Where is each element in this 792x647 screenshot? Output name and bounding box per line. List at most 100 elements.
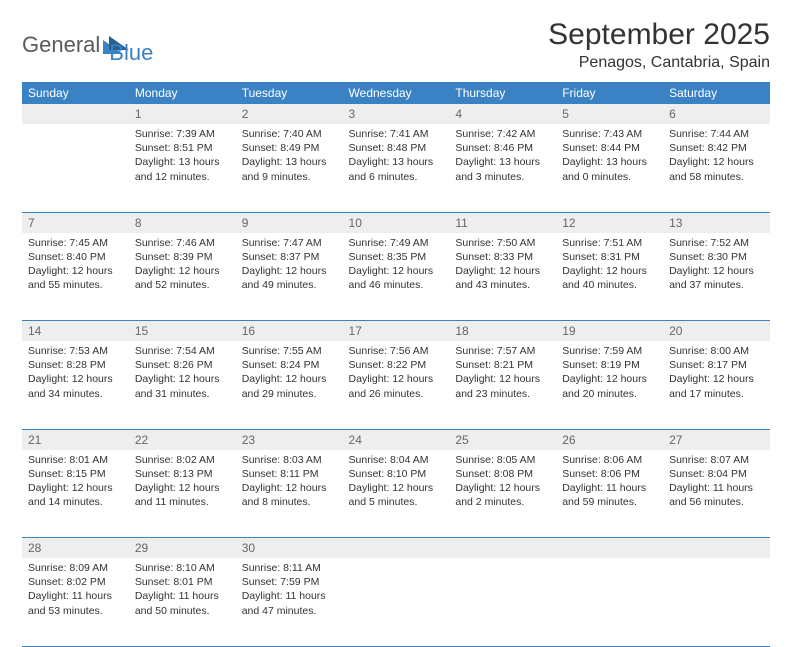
sunrise-text: Sunrise: 8:02 AM xyxy=(135,453,230,467)
day-number: 13 xyxy=(663,212,770,233)
daylight-text: Daylight: 12 hours and 23 minutes. xyxy=(455,372,550,400)
weekday-header: Sunday xyxy=(22,82,129,104)
day-cell: Sunrise: 8:01 AMSunset: 8:15 PMDaylight:… xyxy=(22,450,129,538)
sunrise-text: Sunrise: 7:54 AM xyxy=(135,344,230,358)
sunset-text: Sunset: 8:19 PM xyxy=(562,358,657,372)
sunrise-text: Sunrise: 8:10 AM xyxy=(135,561,230,575)
day-cell-body: Sunrise: 7:53 AMSunset: 8:28 PMDaylight:… xyxy=(22,341,129,407)
day-cell: Sunrise: 8:11 AMSunset: 7:59 PMDaylight:… xyxy=(236,558,343,646)
sunset-text: Sunset: 8:22 PM xyxy=(349,358,444,372)
day-number xyxy=(22,104,129,124)
weekday-header-row: Sunday Monday Tuesday Wednesday Thursday… xyxy=(22,82,770,104)
day-number: 21 xyxy=(22,429,129,450)
sunset-text: Sunset: 8:37 PM xyxy=(242,250,337,264)
day-number xyxy=(343,538,450,559)
day-cell: Sunrise: 8:04 AMSunset: 8:10 PMDaylight:… xyxy=(343,450,450,538)
logo: General Blue xyxy=(22,18,153,66)
sunset-text: Sunset: 7:59 PM xyxy=(242,575,337,589)
daynum-row: 282930 xyxy=(22,538,770,559)
day-cell: Sunrise: 7:47 AMSunset: 8:37 PMDaylight:… xyxy=(236,233,343,321)
sunrise-text: Sunrise: 7:52 AM xyxy=(669,236,764,250)
sunrise-text: Sunrise: 7:50 AM xyxy=(455,236,550,250)
day-cell: Sunrise: 7:46 AMSunset: 8:39 PMDaylight:… xyxy=(129,233,236,321)
day-cell-body: Sunrise: 7:47 AMSunset: 8:37 PMDaylight:… xyxy=(236,233,343,299)
page-header: General Blue September 2025 Penagos, Can… xyxy=(22,18,770,72)
day-number: 2 xyxy=(236,104,343,124)
daylight-text: Daylight: 13 hours and 3 minutes. xyxy=(455,155,550,183)
day-number: 27 xyxy=(663,429,770,450)
logo-text-blue: Blue xyxy=(109,24,153,66)
day-number: 23 xyxy=(236,429,343,450)
sunrise-text: Sunrise: 7:56 AM xyxy=(349,344,444,358)
day-cell-body: Sunrise: 7:41 AMSunset: 8:48 PMDaylight:… xyxy=(343,124,450,190)
day-cell-body: Sunrise: 8:06 AMSunset: 8:06 PMDaylight:… xyxy=(556,450,663,516)
day-cell: Sunrise: 8:07 AMSunset: 8:04 PMDaylight:… xyxy=(663,450,770,538)
sunset-text: Sunset: 8:01 PM xyxy=(135,575,230,589)
day-cell-body xyxy=(449,558,556,567)
day-number: 10 xyxy=(343,212,450,233)
day-cell xyxy=(449,558,556,646)
day-cell: Sunrise: 8:05 AMSunset: 8:08 PMDaylight:… xyxy=(449,450,556,538)
sunrise-text: Sunrise: 7:43 AM xyxy=(562,127,657,141)
sunset-text: Sunset: 8:15 PM xyxy=(28,467,123,481)
daylight-text: Daylight: 12 hours and 46 minutes. xyxy=(349,264,444,292)
day-number: 14 xyxy=(22,321,129,342)
sunset-text: Sunset: 8:21 PM xyxy=(455,358,550,372)
sunrise-text: Sunrise: 8:00 AM xyxy=(669,344,764,358)
sunset-text: Sunset: 8:49 PM xyxy=(242,141,337,155)
daylight-text: Daylight: 12 hours and 52 minutes. xyxy=(135,264,230,292)
day-cell-body: Sunrise: 8:07 AMSunset: 8:04 PMDaylight:… xyxy=(663,450,770,516)
weekday-header: Thursday xyxy=(449,82,556,104)
sunset-text: Sunset: 8:31 PM xyxy=(562,250,657,264)
day-cell-body: Sunrise: 8:02 AMSunset: 8:13 PMDaylight:… xyxy=(129,450,236,516)
day-cell: Sunrise: 7:42 AMSunset: 8:46 PMDaylight:… xyxy=(449,124,556,212)
daylight-text: Daylight: 12 hours and 29 minutes. xyxy=(242,372,337,400)
daylight-text: Daylight: 12 hours and 2 minutes. xyxy=(455,481,550,509)
day-cell-body: Sunrise: 7:40 AMSunset: 8:49 PMDaylight:… xyxy=(236,124,343,190)
daynum-row: 123456 xyxy=(22,104,770,124)
day-cell: Sunrise: 7:57 AMSunset: 8:21 PMDaylight:… xyxy=(449,341,556,429)
sunrise-text: Sunrise: 7:44 AM xyxy=(669,127,764,141)
day-cell-body: Sunrise: 8:03 AMSunset: 8:11 PMDaylight:… xyxy=(236,450,343,516)
day-cell-body: Sunrise: 7:51 AMSunset: 8:31 PMDaylight:… xyxy=(556,233,663,299)
day-number: 20 xyxy=(663,321,770,342)
sunrise-text: Sunrise: 8:09 AM xyxy=(28,561,123,575)
daynum-row: 14151617181920 xyxy=(22,321,770,342)
day-number: 15 xyxy=(129,321,236,342)
daylight-text: Daylight: 12 hours and 14 minutes. xyxy=(28,481,123,509)
week-row: Sunrise: 7:53 AMSunset: 8:28 PMDaylight:… xyxy=(22,341,770,429)
sunset-text: Sunset: 8:24 PM xyxy=(242,358,337,372)
day-cell: Sunrise: 7:44 AMSunset: 8:42 PMDaylight:… xyxy=(663,124,770,212)
day-cell-body: Sunrise: 8:00 AMSunset: 8:17 PMDaylight:… xyxy=(663,341,770,407)
daylight-text: Daylight: 11 hours and 53 minutes. xyxy=(28,589,123,617)
day-number: 4 xyxy=(449,104,556,124)
day-number: 28 xyxy=(22,538,129,559)
day-cell-body: Sunrise: 7:59 AMSunset: 8:19 PMDaylight:… xyxy=(556,341,663,407)
day-number: 3 xyxy=(343,104,450,124)
weekday-header: Saturday xyxy=(663,82,770,104)
day-cell-body: Sunrise: 7:57 AMSunset: 8:21 PMDaylight:… xyxy=(449,341,556,407)
sunset-text: Sunset: 8:26 PM xyxy=(135,358,230,372)
day-number: 18 xyxy=(449,321,556,342)
day-number xyxy=(449,538,556,559)
day-cell-body: Sunrise: 7:39 AMSunset: 8:51 PMDaylight:… xyxy=(129,124,236,190)
sunset-text: Sunset: 8:33 PM xyxy=(455,250,550,264)
sunrise-text: Sunrise: 7:59 AM xyxy=(562,344,657,358)
day-cell: Sunrise: 7:41 AMSunset: 8:48 PMDaylight:… xyxy=(343,124,450,212)
sunset-text: Sunset: 8:35 PM xyxy=(349,250,444,264)
sunset-text: Sunset: 8:17 PM xyxy=(669,358,764,372)
day-cell: Sunrise: 7:52 AMSunset: 8:30 PMDaylight:… xyxy=(663,233,770,321)
sunset-text: Sunset: 8:42 PM xyxy=(669,141,764,155)
day-cell: Sunrise: 7:53 AMSunset: 8:28 PMDaylight:… xyxy=(22,341,129,429)
daylight-text: Daylight: 12 hours and 20 minutes. xyxy=(562,372,657,400)
day-cell xyxy=(343,558,450,646)
day-cell-body xyxy=(663,558,770,567)
day-number: 17 xyxy=(343,321,450,342)
day-cell: Sunrise: 8:00 AMSunset: 8:17 PMDaylight:… xyxy=(663,341,770,429)
day-number: 11 xyxy=(449,212,556,233)
day-cell-body: Sunrise: 7:42 AMSunset: 8:46 PMDaylight:… xyxy=(449,124,556,190)
day-number: 24 xyxy=(343,429,450,450)
day-cell-body: Sunrise: 8:09 AMSunset: 8:02 PMDaylight:… xyxy=(22,558,129,624)
day-cell: Sunrise: 7:40 AMSunset: 8:49 PMDaylight:… xyxy=(236,124,343,212)
sunrise-text: Sunrise: 7:47 AM xyxy=(242,236,337,250)
